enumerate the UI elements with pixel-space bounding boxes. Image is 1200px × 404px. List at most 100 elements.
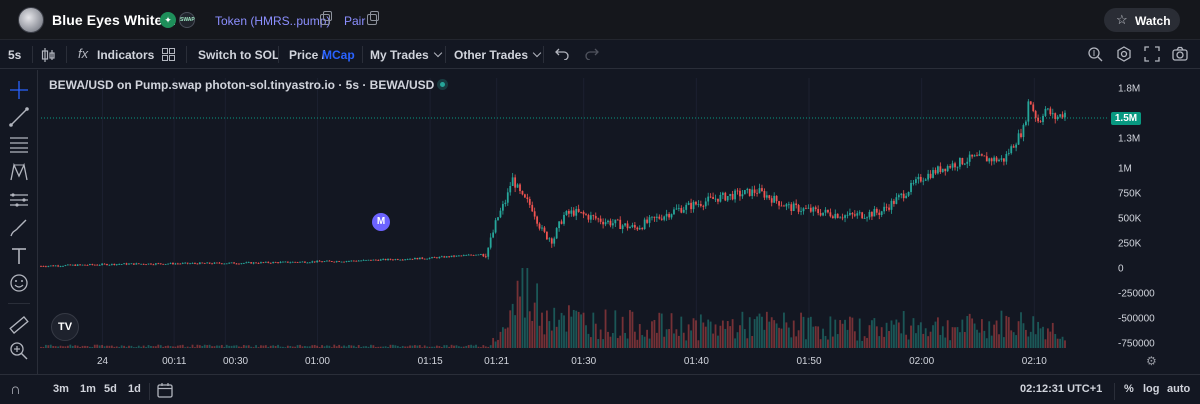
- camera-icon[interactable]: [1172, 46, 1188, 62]
- tradingview-logo[interactable]: TV: [51, 313, 79, 341]
- measure-icon[interactable]: [9, 190, 29, 210]
- candle-body: [382, 258, 385, 260]
- volume-bar: [521, 268, 524, 348]
- emoji-icon[interactable]: [9, 273, 29, 293]
- volume-bar: [721, 320, 724, 348]
- trendline-icon[interactable]: [9, 107, 29, 127]
- candle-body: [296, 262, 299, 263]
- mcap-toggle[interactable]: MCap: [322, 48, 355, 62]
- ruler-icon[interactable]: [9, 315, 29, 335]
- candle-body: [416, 257, 419, 260]
- price-toggle[interactable]: Price /: [289, 48, 326, 62]
- volume-bar: [861, 340, 864, 348]
- token-name[interactable]: Blue Eyes White…: [52, 12, 177, 28]
- percent-toggle[interactable]: %: [1124, 383, 1134, 395]
- chart-canvas[interactable]: 1.8M 1.5M 1.3M 1M 750K 500K 250K 0 -250000 -50000…: [39, 70, 1199, 374]
- text-icon[interactable]: [9, 246, 29, 266]
- candle-body: [531, 204, 534, 212]
- redo-icon[interactable]: [585, 48, 599, 60]
- candle-body: [941, 168, 944, 172]
- quick-search-icon[interactable]: [1087, 46, 1103, 62]
- volume-bar: [323, 346, 326, 348]
- volume-bar: [690, 330, 692, 348]
- range-1m-button[interactable]: 1m: [80, 383, 96, 395]
- copy-icon[interactable]: [367, 11, 379, 25]
- candle-body: [658, 216, 661, 219]
- horizontal-lines-icon[interactable]: [9, 134, 29, 154]
- calendar-icon[interactable]: [157, 382, 173, 398]
- candle-body: [988, 158, 991, 162]
- grid-icon[interactable]: [162, 48, 175, 61]
- watch-button[interactable]: ☆ Watch: [1104, 8, 1180, 32]
- y-axis-tick-label: 250K: [1118, 239, 1142, 250]
- auto-toggle[interactable]: auto: [1167, 383, 1191, 395]
- volume-bar: [145, 346, 147, 348]
- candle-body: [939, 166, 942, 172]
- zoom-in-icon[interactable]: [9, 341, 29, 361]
- candle-body: [257, 263, 260, 264]
- candle-body: [607, 220, 609, 223]
- volume-bar: [240, 346, 243, 348]
- undo-icon[interactable]: [555, 48, 569, 60]
- volume-bar: [235, 345, 238, 348]
- candle-body: [470, 254, 473, 256]
- my-trades-dropdown[interactable]: My Trades: [370, 48, 442, 62]
- volume-bar: [619, 335, 622, 348]
- candles-icon[interactable]: [41, 47, 55, 63]
- volume-bar: [602, 339, 605, 348]
- candle-body: [501, 204, 504, 211]
- token-address-link[interactable]: Token (HMRS..pump): [215, 14, 331, 28]
- volume-bar: [304, 346, 306, 348]
- candle-body: [299, 261, 301, 263]
- log-toggle[interactable]: log: [1143, 383, 1160, 395]
- other-trades-dropdown[interactable]: Other Trades: [454, 48, 542, 62]
- candle-body: [976, 155, 978, 157]
- settings-icon[interactable]: [1116, 46, 1132, 62]
- switch-to-sol-button[interactable]: Switch to SOL: [198, 48, 280, 62]
- divider: [543, 46, 544, 63]
- price-scale[interactable]: 1.5M: [1109, 70, 1199, 374]
- range-5d-button[interactable]: 5d: [104, 383, 117, 395]
- volume-bar: [660, 313, 663, 348]
- candle-body: [389, 258, 392, 260]
- volume-bar: [824, 335, 827, 348]
- volume-bar: [846, 329, 849, 348]
- volume-bar: [739, 325, 741, 348]
- fullscreen-icon[interactable]: [1144, 46, 1160, 62]
- volume-bar: [47, 345, 50, 348]
- volume-bar: [658, 312, 661, 348]
- volume-bar: [567, 305, 570, 348]
- volume-bar: [372, 345, 375, 348]
- candle-body: [252, 262, 255, 264]
- candle-body: [115, 264, 118, 266]
- candle-body: [829, 212, 832, 217]
- brush-icon[interactable]: [9, 218, 29, 238]
- divider: [278, 46, 279, 63]
- trade-marker[interactable]: M: [372, 213, 390, 231]
- volume-bar: [717, 335, 719, 348]
- pair-link[interactable]: Pair: [344, 14, 366, 28]
- copy-icon[interactable]: [320, 11, 332, 25]
- volume-bar: [1010, 330, 1013, 348]
- candle-body: [731, 193, 734, 200]
- price-chart[interactable]: 1.8M 1.5M 1.3M 1M 750K 500K 250K 0 -250000 -50000…: [39, 70, 1199, 374]
- volume-bar: [780, 328, 783, 348]
- candle-body: [699, 204, 702, 206]
- range-1d-button[interactable]: 1d: [128, 383, 141, 395]
- volume-bar: [1042, 326, 1044, 348]
- volume-bar: [680, 316, 683, 348]
- interval-button[interactable]: 5s: [8, 48, 22, 62]
- pattern-icon[interactable]: [9, 162, 29, 182]
- candle-body: [651, 216, 653, 218]
- settings-icon[interactable]: ⚙: [1146, 354, 1157, 368]
- volume-bar: [836, 334, 839, 348]
- volume-bar: [247, 345, 250, 348]
- indicators-button[interactable]: Indicators: [97, 48, 155, 62]
- volume-bar: [1003, 337, 1005, 348]
- time-axis[interactable]: 24 00:11 00:30 01:00 01:15 01:21 01:30 01:40 01:…: [39, 351, 1109, 371]
- clock[interactable]: 02:12:31 UTC+1: [1020, 383, 1103, 395]
- range-3m-button[interactable]: 3m: [53, 383, 69, 395]
- crosshair-icon[interactable]: [9, 80, 29, 100]
- magnet-icon[interactable]: ∩: [10, 381, 21, 398]
- volume-bar: [702, 322, 705, 348]
